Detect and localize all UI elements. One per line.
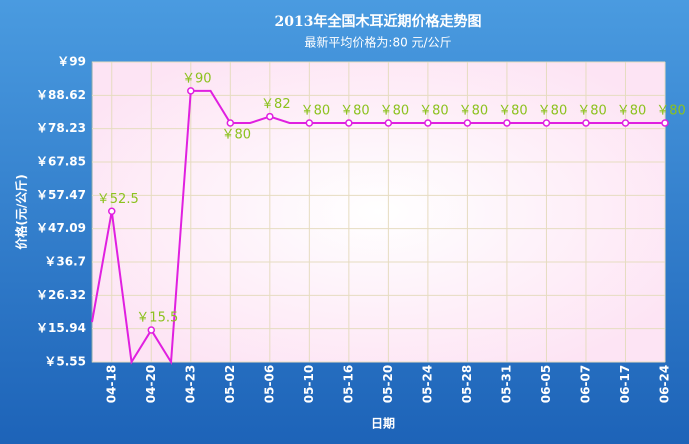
plot-area [91, 61, 666, 363]
data-label: ￥80 [656, 103, 686, 118]
x-tick-label: 05-28 [460, 365, 474, 403]
data-label: ￥80 [577, 103, 607, 118]
x-tick-label: 04-23 [183, 365, 197, 403]
x-tick-label: 06-17 [618, 365, 632, 403]
y-tick-label: ￥26.32 [36, 288, 86, 302]
x-tick-label: 05-02 [223, 365, 237, 403]
data-label: ￥52.5 [97, 192, 139, 207]
y-tick-label: ￥15.94 [36, 321, 86, 335]
point-marker [384, 119, 393, 127]
point-marker [345, 119, 353, 127]
point-marker [187, 87, 195, 95]
data-label: ￥80 [340, 103, 370, 118]
x-tick-label: 05-31 [499, 365, 513, 403]
x-axis-label: 日期 [371, 416, 395, 431]
point-marker [424, 119, 432, 127]
y-tick-label: ￥5.55 [44, 355, 86, 369]
chart-subtitle: 最新平均价格为:80 元/公斤 [304, 35, 451, 50]
point-marker [582, 119, 590, 127]
x-tick-label: 06-24 [658, 365, 672, 403]
y-tick-label: ￥36.7 [44, 255, 86, 269]
x-tick-label: 04-18 [104, 365, 118, 403]
chart-title: 2013年全国木耳近期价格走势图 [275, 13, 482, 30]
point-marker [147, 326, 156, 334]
data-label: ￥80 [538, 103, 568, 118]
y-tick-label: ￥88.62 [36, 88, 86, 102]
data-label: ￥90 [182, 71, 212, 86]
point-marker [621, 119, 630, 127]
y-tick-label: ￥78.23 [36, 121, 86, 135]
point-marker [503, 119, 511, 127]
x-tick-label: 05-06 [262, 365, 276, 403]
point-marker [305, 119, 314, 127]
data-label: ￥80 [459, 103, 489, 118]
point-marker [108, 207, 116, 216]
data-label: ￥80 [617, 103, 647, 118]
x-tick-label: 05-24 [420, 365, 434, 403]
point-marker [542, 119, 551, 127]
x-tick-label: 06-07 [578, 365, 592, 403]
y-tick-label: ￥47.09 [36, 221, 86, 235]
y-tick-label: ￥99 [57, 55, 86, 69]
data-label: ￥15.5 [136, 311, 178, 326]
y-tick-label: ￥57.47 [36, 188, 86, 202]
data-label: ￥80 [419, 103, 449, 118]
line-series [91, 89, 665, 366]
x-tick-label: 05-16 [341, 365, 355, 403]
point-marker [226, 119, 235, 127]
data-label: ￥80 [380, 103, 410, 118]
x-tick-label: 05-20 [381, 365, 395, 403]
point-marker [266, 112, 274, 121]
y-tick-label: ￥67.85 [36, 155, 86, 169]
point-marker [661, 119, 669, 127]
data-label: ￥80 [222, 127, 252, 142]
y-axis-label: 价格(元/公斤) [14, 174, 29, 249]
point-marker [463, 119, 472, 127]
x-tick-label: 05-10 [302, 365, 316, 403]
data-label: ￥80 [301, 103, 331, 118]
data-label: ￥80 [498, 103, 528, 118]
x-tick-label: 04-20 [144, 365, 158, 403]
data-label: ￥82 [261, 97, 291, 112]
x-tick-label: 06-05 [539, 365, 553, 403]
